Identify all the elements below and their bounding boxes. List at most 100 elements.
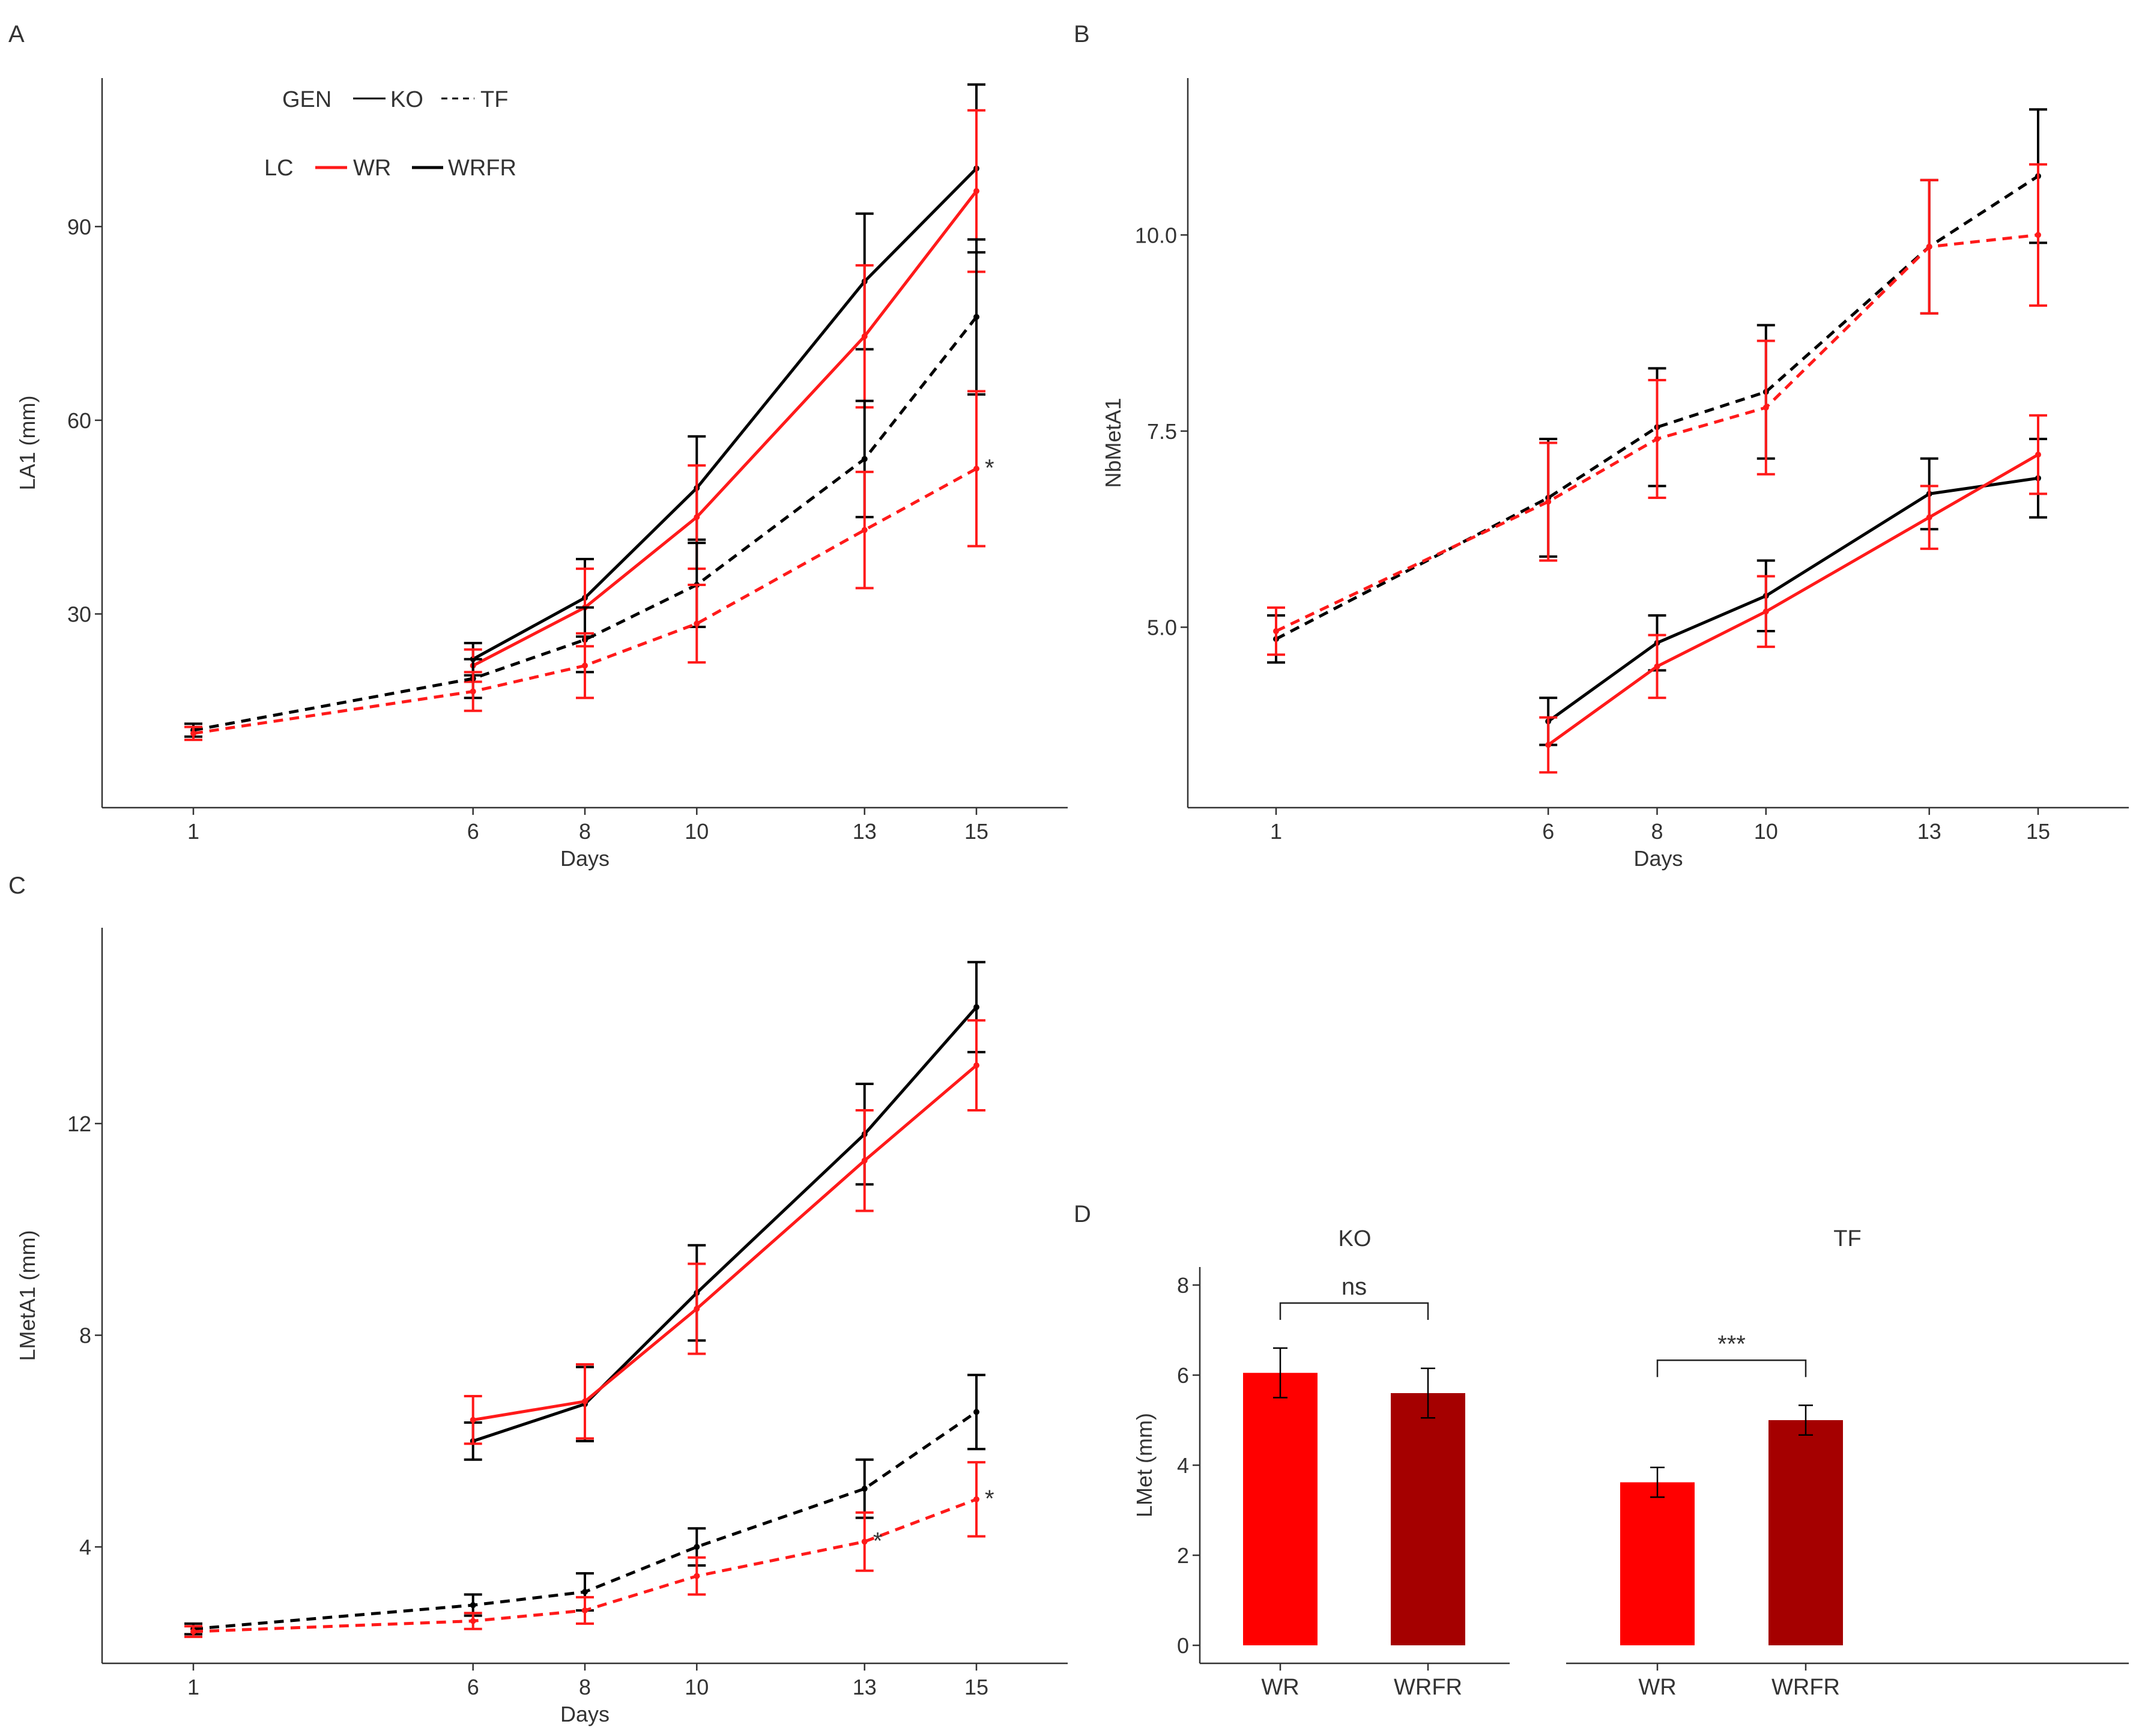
y-tick-label-d: 4 — [1177, 1453, 1189, 1478]
data-point-ko-wr-a — [973, 188, 979, 195]
legend-panel-a: GEN KO TF LC WR WRFR — [264, 87, 516, 181]
significance-label-ko: ns — [1342, 1274, 1367, 1300]
data-point-tf-wr-b — [1926, 243, 1932, 250]
y-axis-title-d: LMet (mm) — [1132, 1413, 1157, 1517]
data-point-tf-wr-c — [190, 1629, 196, 1635]
data-point-tf-wr-b — [2035, 232, 2041, 238]
x-axis-title-a: Days — [560, 846, 610, 871]
data-point-ko-wr-c — [470, 1417, 476, 1423]
data-point-tf-wr-b — [1762, 404, 1769, 411]
significance-star-a: * — [985, 455, 994, 482]
series-line-ko-wr-b — [1547, 453, 2039, 746]
panel-letter-b: B — [1074, 21, 1090, 47]
bar-tf-wrfr — [1768, 1420, 1843, 1645]
y-tick-label-b: 5.0 — [1147, 615, 1177, 640]
facet-title-ko: KO — [1339, 1226, 1372, 1251]
y-tick-label-d: 6 — [1177, 1363, 1189, 1388]
x-tick-label-c: 13 — [853, 1675, 877, 1699]
significance-label-tf: *** — [1717, 1331, 1746, 1357]
data-point-ko-wr-b — [1926, 514, 1932, 521]
x-tick-label-b: 8 — [1651, 819, 1663, 844]
data-point-tf-wr-c — [861, 1538, 868, 1545]
x-tick-label-d-tf: WR — [1638, 1675, 1676, 1700]
data-point-tf-wr-a — [694, 620, 700, 627]
data-point-ko-wr-b — [1762, 608, 1769, 615]
x-tick-label-b: 13 — [1917, 819, 1941, 844]
x-tick-label-a: 10 — [685, 819, 709, 844]
data-point-tf-wrfr-c — [973, 1409, 979, 1415]
panel-d-chart: 0 2 4 6 8 LMet (mm) KO WR WRFR ns TF WR WRFR *** — [1132, 1226, 2129, 1700]
legend-wr-label: WR — [353, 156, 391, 181]
significance-bracket-ko — [1279, 1302, 1429, 1320]
bar-ko-wrfr — [1391, 1393, 1465, 1645]
y-tick-label-a: 30 — [67, 602, 91, 626]
x-tick-label-a: 8 — [579, 819, 591, 844]
data-point-ko-wr-c — [582, 1398, 588, 1405]
series-line-ko-wrfr-c — [472, 1006, 978, 1443]
data-point-tf-wr-c — [470, 1618, 476, 1624]
legend-ko-label: KO — [390, 87, 423, 112]
data-point-ko-wrfr-c — [973, 1004, 979, 1011]
data-point-tf-wrfr-a — [861, 456, 868, 462]
y-axis-title-b: NbMetA1 — [1101, 398, 1125, 488]
panel-a-chart: 30 60 90 1 6 8 10 13 15 Days LA1 (mm) * — [15, 78, 1068, 871]
y-tick-label-c: 4 — [79, 1535, 91, 1559]
x-tick-label-a: 13 — [853, 819, 877, 844]
data-point-ko-wr-a — [694, 514, 700, 521]
x-tick-label-a: 15 — [964, 819, 988, 844]
facet-title-tf: TF — [1833, 1226, 1861, 1251]
series-line-tf-wr-c — [193, 1498, 977, 1633]
legend-tf-label: TF — [480, 87, 508, 112]
x-tick-label-b: 1 — [1270, 819, 1282, 844]
x-tick-label-b: 10 — [1754, 819, 1778, 844]
data-point-tf-wr-a — [973, 465, 979, 472]
y-axis-title-a: LA1 (mm) — [15, 395, 40, 490]
y-tick-label-c: 12 — [67, 1111, 91, 1136]
x-tick-label-a: 1 — [187, 819, 199, 844]
panel-b-chart: 5.0 7.5 10.0 1 6 8 10 13 15 Days NbMetA1 — [1101, 78, 2129, 871]
y-tick-label-b: 7.5 — [1147, 419, 1177, 444]
data-point-tf-wrfr-c — [470, 1602, 476, 1609]
data-point-ko-wr-a — [861, 333, 868, 340]
legend-lc-title: LC — [264, 156, 294, 181]
x-tick-label-b: 15 — [2026, 819, 2050, 844]
y-axis-title-c: LMetA1 (mm) — [15, 1230, 40, 1361]
series-line-tf-wr-b — [1275, 233, 2039, 633]
x-tick-label-c: 10 — [685, 1675, 709, 1699]
x-tick-label-c: 6 — [467, 1675, 479, 1699]
data-point-tf-wr-a — [190, 730, 196, 737]
y-tick-label-a: 60 — [67, 408, 91, 433]
legend-wrfr-label: WRFR — [448, 156, 516, 181]
data-point-tf-wr-c — [582, 1607, 588, 1614]
data-point-tf-wr-a — [861, 527, 868, 533]
data-point-tf-wr-c — [694, 1573, 700, 1579]
data-point-tf-wr-b — [1545, 498, 1552, 505]
x-axis-title-b: Days — [1633, 846, 1683, 871]
series-line-tf-wrfr-c — [193, 1411, 978, 1631]
panel-letter-d: D — [1074, 1201, 1091, 1227]
y-tick-label-c: 8 — [79, 1323, 91, 1348]
x-tick-label-c: 8 — [579, 1675, 591, 1699]
data-point-tf-wrfr-c — [694, 1544, 700, 1550]
x-tick-label-d-ko: WR — [1261, 1675, 1299, 1700]
panel-letter-a: A — [8, 21, 25, 47]
data-point-ko-wr-c — [861, 1157, 868, 1164]
x-tick-label-c: 15 — [964, 1675, 988, 1699]
series-line-ko-wr-a — [472, 190, 978, 667]
series-line-tf-wr-a — [193, 467, 978, 735]
x-axis-title-c: Days — [560, 1702, 610, 1726]
bar-ko-wr — [1243, 1373, 1318, 1645]
data-point-tf-wr-a — [470, 688, 476, 695]
significance-star-c: * — [873, 1528, 883, 1554]
y-tick-label-d: 8 — [1177, 1273, 1189, 1298]
data-point-ko-wr-c — [973, 1062, 979, 1069]
data-point-ko-wr-b — [1654, 663, 1660, 670]
y-tick-label-a: 90 — [67, 214, 91, 239]
data-point-ko-wr-c — [694, 1305, 700, 1312]
data-point-tf-wr-b — [1273, 628, 1279, 635]
data-point-tf-wr-a — [582, 662, 588, 669]
significance-bracket-tf — [1656, 1359, 1807, 1378]
data-point-tf-wrfr-a — [973, 313, 979, 320]
series-line-tf-wrfr-a — [193, 316, 978, 732]
